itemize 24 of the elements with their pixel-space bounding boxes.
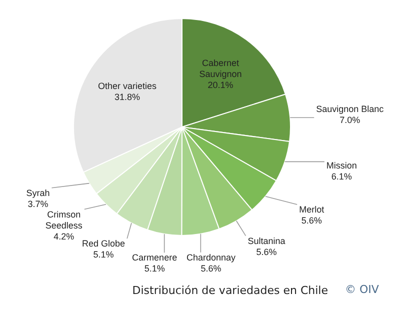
- data-label: 5.1%: [93, 250, 114, 260]
- slice-label: Cabernet Sauvignon: [199, 58, 242, 79]
- slice-label: Merlot: [299, 204, 325, 215]
- data-label: 7.0%: [340, 115, 360, 126]
- slice-label: Red Globe: [82, 238, 126, 249]
- data-label: 20.1%: [208, 80, 234, 90]
- data-label: 4.2%: [54, 231, 74, 242]
- slice-label: Crimson Seedless: [45, 209, 83, 230]
- slice-label: Other varieties: [98, 80, 157, 91]
- data-label: 5.6%: [301, 216, 322, 226]
- data-label: 5.6%: [200, 263, 222, 274]
- slice-label: Mission: [326, 160, 357, 170]
- data-label: 6.1%: [331, 171, 352, 182]
- slice-label: Carmenere: [132, 252, 178, 263]
- slice-label: Syrah: [26, 188, 50, 198]
- data-label: 31.8%: [114, 92, 140, 102]
- text: © OIV: [345, 282, 380, 296]
- data-label: 5.6%: [256, 246, 277, 257]
- slice-label: Sultanina: [248, 236, 286, 246]
- data-label: 5.1%: [144, 264, 165, 274]
- slice-label: Chardonnay: [186, 252, 236, 262]
- text: Distribución de variedades en Chile: [132, 284, 328, 297]
- data-label: 3.7%: [28, 198, 48, 209]
- slice-label: Sauvignon Blanc: [316, 104, 384, 114]
